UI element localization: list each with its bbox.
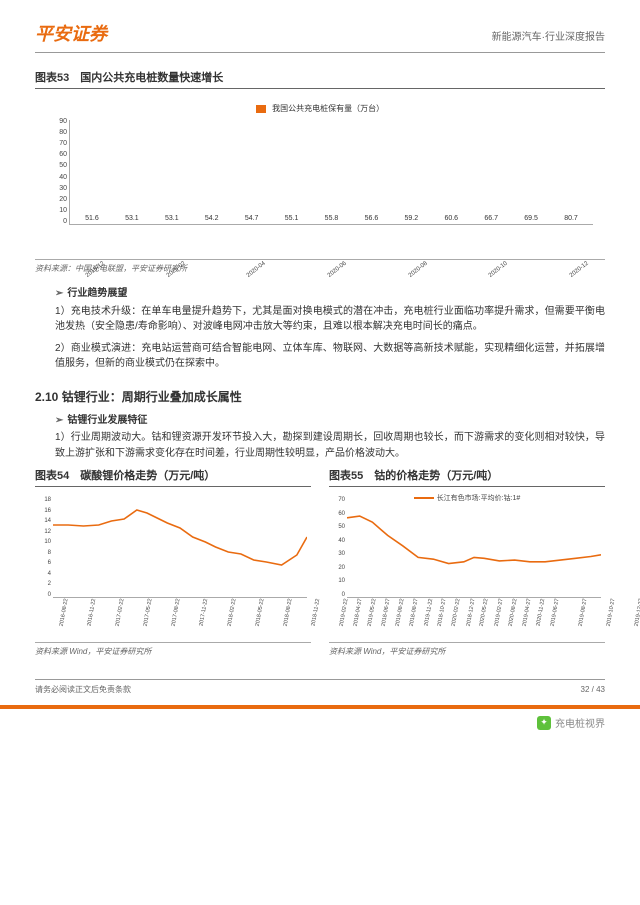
brand-logo: 平安证券 [35, 20, 107, 46]
watermark-label: 充电桩视界 [555, 715, 605, 730]
footer-note: 请务必阅读正文后免责条款 [35, 684, 131, 695]
page-footer: 请务必阅读正文后免责条款 32 / 43 [35, 679, 605, 695]
section-title: 2.10 钴锂行业：周期行业叠加成长属性 [35, 388, 605, 405]
x-axis: 2016-08-222016-11-222017-02-222017-05-22… [53, 598, 307, 628]
figure-title: 图表55 钴的价格走势（万元/吨） [329, 467, 605, 487]
wechat-icon: ✦ [537, 716, 551, 730]
figure-54: 图表54 碳酸锂价格走势（万元/吨） 024681012141618 2016-… [35, 467, 311, 657]
legend-label: 我国公共充电桩保有量（万台） [272, 104, 384, 113]
x-axis: 2018-04-272018-06-272018-08-272018-10-27… [347, 598, 601, 628]
line-chart: 024681012141618 2016-08-222016-11-222017… [35, 493, 311, 628]
chart-legend: 我国公共充电桩保有量（万台） [35, 103, 605, 114]
bars: 51.653.153.154.254.755.155.856.659.260.6… [70, 120, 593, 224]
subheading: ➢钴锂行业发展特征 [55, 413, 605, 429]
watermark: ✦ 充电桩视界 [0, 709, 640, 740]
y-axis: 0102030405060708090 [45, 118, 67, 225]
bar-chart: 我国公共充电桩保有量（万台） 0102030405060708090 51.65… [35, 97, 605, 245]
line-chart: 长江有色市场:平均价:钴:1# 010203040506070 2018-04-… [329, 493, 605, 628]
section-body: ➢钴锂行业发展特征 1）行业周期波动大。钴和锂资源开发环节投入大，勘探到建设周期… [55, 413, 605, 462]
page-number: 32 / 43 [581, 685, 605, 694]
paragraph: 1）充电技术升级：在单车电量提升趋势下，尤其是面对换电模式的潜在冲击，充电桩行业… [55, 304, 605, 335]
line-svg [53, 497, 307, 597]
figure-53: 图表53 国内公共充电桩数量快速增长 我国公共充电桩保有量（万台） 010203… [35, 69, 605, 274]
doc-category: 新能源汽车·行业深度报告 [492, 28, 605, 43]
page-header: 平安证券 新能源汽车·行业深度报告 [35, 20, 605, 53]
two-charts-row: 图表54 碳酸锂价格走势（万元/吨） 024681012141618 2016-… [35, 467, 605, 657]
source-line: 资料来源 Wind，平安证券研究所 [329, 642, 605, 657]
figure-title: 图表53 国内公共充电桩数量快速增长 [35, 69, 605, 89]
y-axis: 010203040506070 [329, 497, 345, 598]
paragraph: 2）商业模式演进：充电站运营商可结合智能电网、立体车库、物联网、大数据等高新技术… [55, 341, 605, 372]
outlook-block: ➢行业趋势展望 1）充电技术升级：在单车电量提升趋势下，尤其是面对换电模式的潜在… [55, 286, 605, 372]
y-axis: 024681012141618 [35, 497, 51, 598]
source-line: 资料来源：中国充电联盟，平安证券研究所 [35, 259, 605, 274]
paragraph: 1）行业周期波动大。钴和锂资源开发环节投入大，勘探到建设周期长，回收周期也较长，… [55, 430, 605, 461]
page: 平安证券 新能源汽车·行业深度报告 图表53 国内公共充电桩数量快速增长 我国公… [0, 0, 640, 709]
figure-title: 图表54 碳酸锂价格走势（万元/吨） [35, 467, 311, 487]
legend-swatch [256, 105, 266, 113]
line-svg [347, 509, 601, 597]
x-axis: 2019-122020-022020-042020-062020-082020-… [69, 255, 593, 261]
source-line: 资料来源 Wind，平安证券研究所 [35, 642, 311, 657]
subheading: ➢行业趋势展望 [55, 286, 605, 302]
chart-legend: 长江有色市场:平均价:钴:1# [329, 493, 605, 503]
